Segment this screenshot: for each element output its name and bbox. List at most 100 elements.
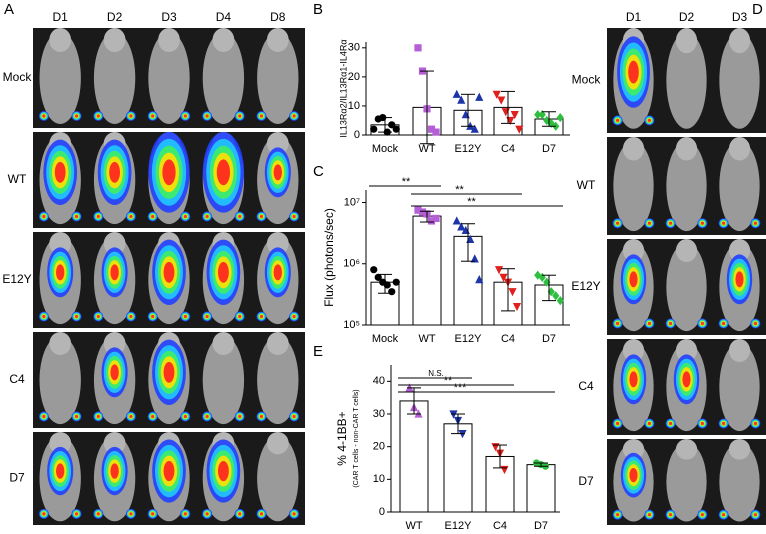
signal: [129, 214, 133, 219]
signal: [163, 460, 175, 482]
signal: [151, 114, 155, 118]
row-separator: [607, 133, 766, 137]
panel-label: C: [313, 163, 324, 180]
y-tick-label: 10⁵: [343, 319, 360, 331]
signal: [96, 114, 100, 118]
point: [432, 214, 440, 223]
signal: [628, 60, 639, 84]
y-tick-label: 0: [354, 129, 360, 141]
y-tick-label: 30: [348, 42, 360, 54]
point: [534, 270, 542, 280]
signal: [647, 221, 652, 225]
mouse-head: [622, 239, 645, 263]
signal: [753, 513, 758, 517]
mouse-head: [675, 137, 698, 161]
column-label: D4: [216, 10, 232, 24]
panel-label: B: [313, 1, 323, 18]
row-label: Mock: [3, 70, 33, 84]
point: [508, 288, 517, 297]
mouse-head: [49, 232, 72, 256]
signal: [56, 463, 65, 479]
signal: [74, 512, 79, 516]
mouse-head: [675, 239, 698, 263]
point: [457, 95, 466, 104]
column-label: D8: [270, 10, 286, 24]
signal: [647, 321, 652, 326]
mouse: [666, 140, 707, 232]
column-label: D3: [732, 10, 748, 24]
signal: [735, 271, 744, 288]
signal: [163, 361, 175, 383]
signal: [722, 421, 726, 426]
signal: [292, 414, 296, 419]
column-label: D2: [679, 10, 695, 24]
row-label: C4: [9, 372, 25, 386]
row-label: C4: [578, 379, 594, 393]
x-tick-label: C4: [493, 520, 507, 532]
mouse-head: [622, 439, 645, 460]
y-axis-label: % 4-1BB+: [335, 411, 349, 465]
signal: [753, 221, 758, 225]
signal: [669, 421, 673, 426]
mouse: [666, 32, 707, 129]
signal: [42, 214, 46, 219]
mouse-head: [622, 137, 645, 161]
bar: [399, 400, 429, 513]
signal: [238, 214, 242, 219]
y-tick-label: 10⁷: [344, 196, 360, 208]
mouse-head: [728, 439, 751, 460]
point: [475, 92, 484, 101]
signal: [682, 371, 691, 388]
point: [370, 266, 378, 274]
signal: [238, 114, 242, 118]
point: [432, 128, 440, 136]
signal: [629, 467, 638, 483]
point: [547, 118, 555, 128]
signal: [259, 214, 264, 219]
signal: [722, 321, 726, 326]
y-tick-label: 10⁶: [343, 258, 360, 270]
y-axis-label: IL13Rα2/IL13Rα1-IL4Rα: [338, 39, 348, 137]
mouse-head: [675, 439, 698, 460]
mouse: [257, 435, 299, 522]
signal: [110, 364, 119, 381]
signal: [96, 512, 100, 516]
mouse: [257, 335, 299, 425]
mouse: [719, 140, 760, 232]
point: [492, 90, 501, 99]
bar: [526, 464, 556, 513]
mouse-head: [675, 27, 698, 54]
row-separator: [33, 328, 305, 332]
mouse: [719, 32, 760, 129]
signal: [669, 321, 673, 326]
signal: [273, 164, 282, 181]
point: [499, 273, 508, 282]
signal: [669, 513, 673, 517]
signal: [292, 314, 296, 319]
significance-label: **: [455, 184, 464, 196]
signal: [753, 421, 758, 426]
mouse-head: [266, 332, 289, 356]
row-separator: [33, 128, 305, 132]
row-separator: [607, 435, 766, 439]
x-tick-label: E12Y: [455, 333, 483, 345]
column-label: D1: [53, 10, 69, 24]
signal: [218, 261, 229, 283]
signal: [129, 114, 133, 118]
point: [374, 273, 382, 281]
signal: [616, 513, 620, 517]
point: [470, 124, 479, 133]
x-tick-label: D7: [534, 520, 548, 532]
mouse-head: [103, 28, 126, 52]
point: [418, 208, 427, 216]
point: [452, 216, 461, 225]
row-separator: [33, 428, 305, 432]
mouse: [93, 32, 136, 124]
y-tick-label: 0: [379, 506, 385, 518]
signal: [110, 463, 119, 479]
signal: [151, 314, 155, 319]
y-tick-label: 20: [373, 441, 385, 453]
x-tick-label: D7: [542, 143, 556, 155]
mouse-head: [49, 28, 72, 52]
signal: [205, 512, 209, 516]
